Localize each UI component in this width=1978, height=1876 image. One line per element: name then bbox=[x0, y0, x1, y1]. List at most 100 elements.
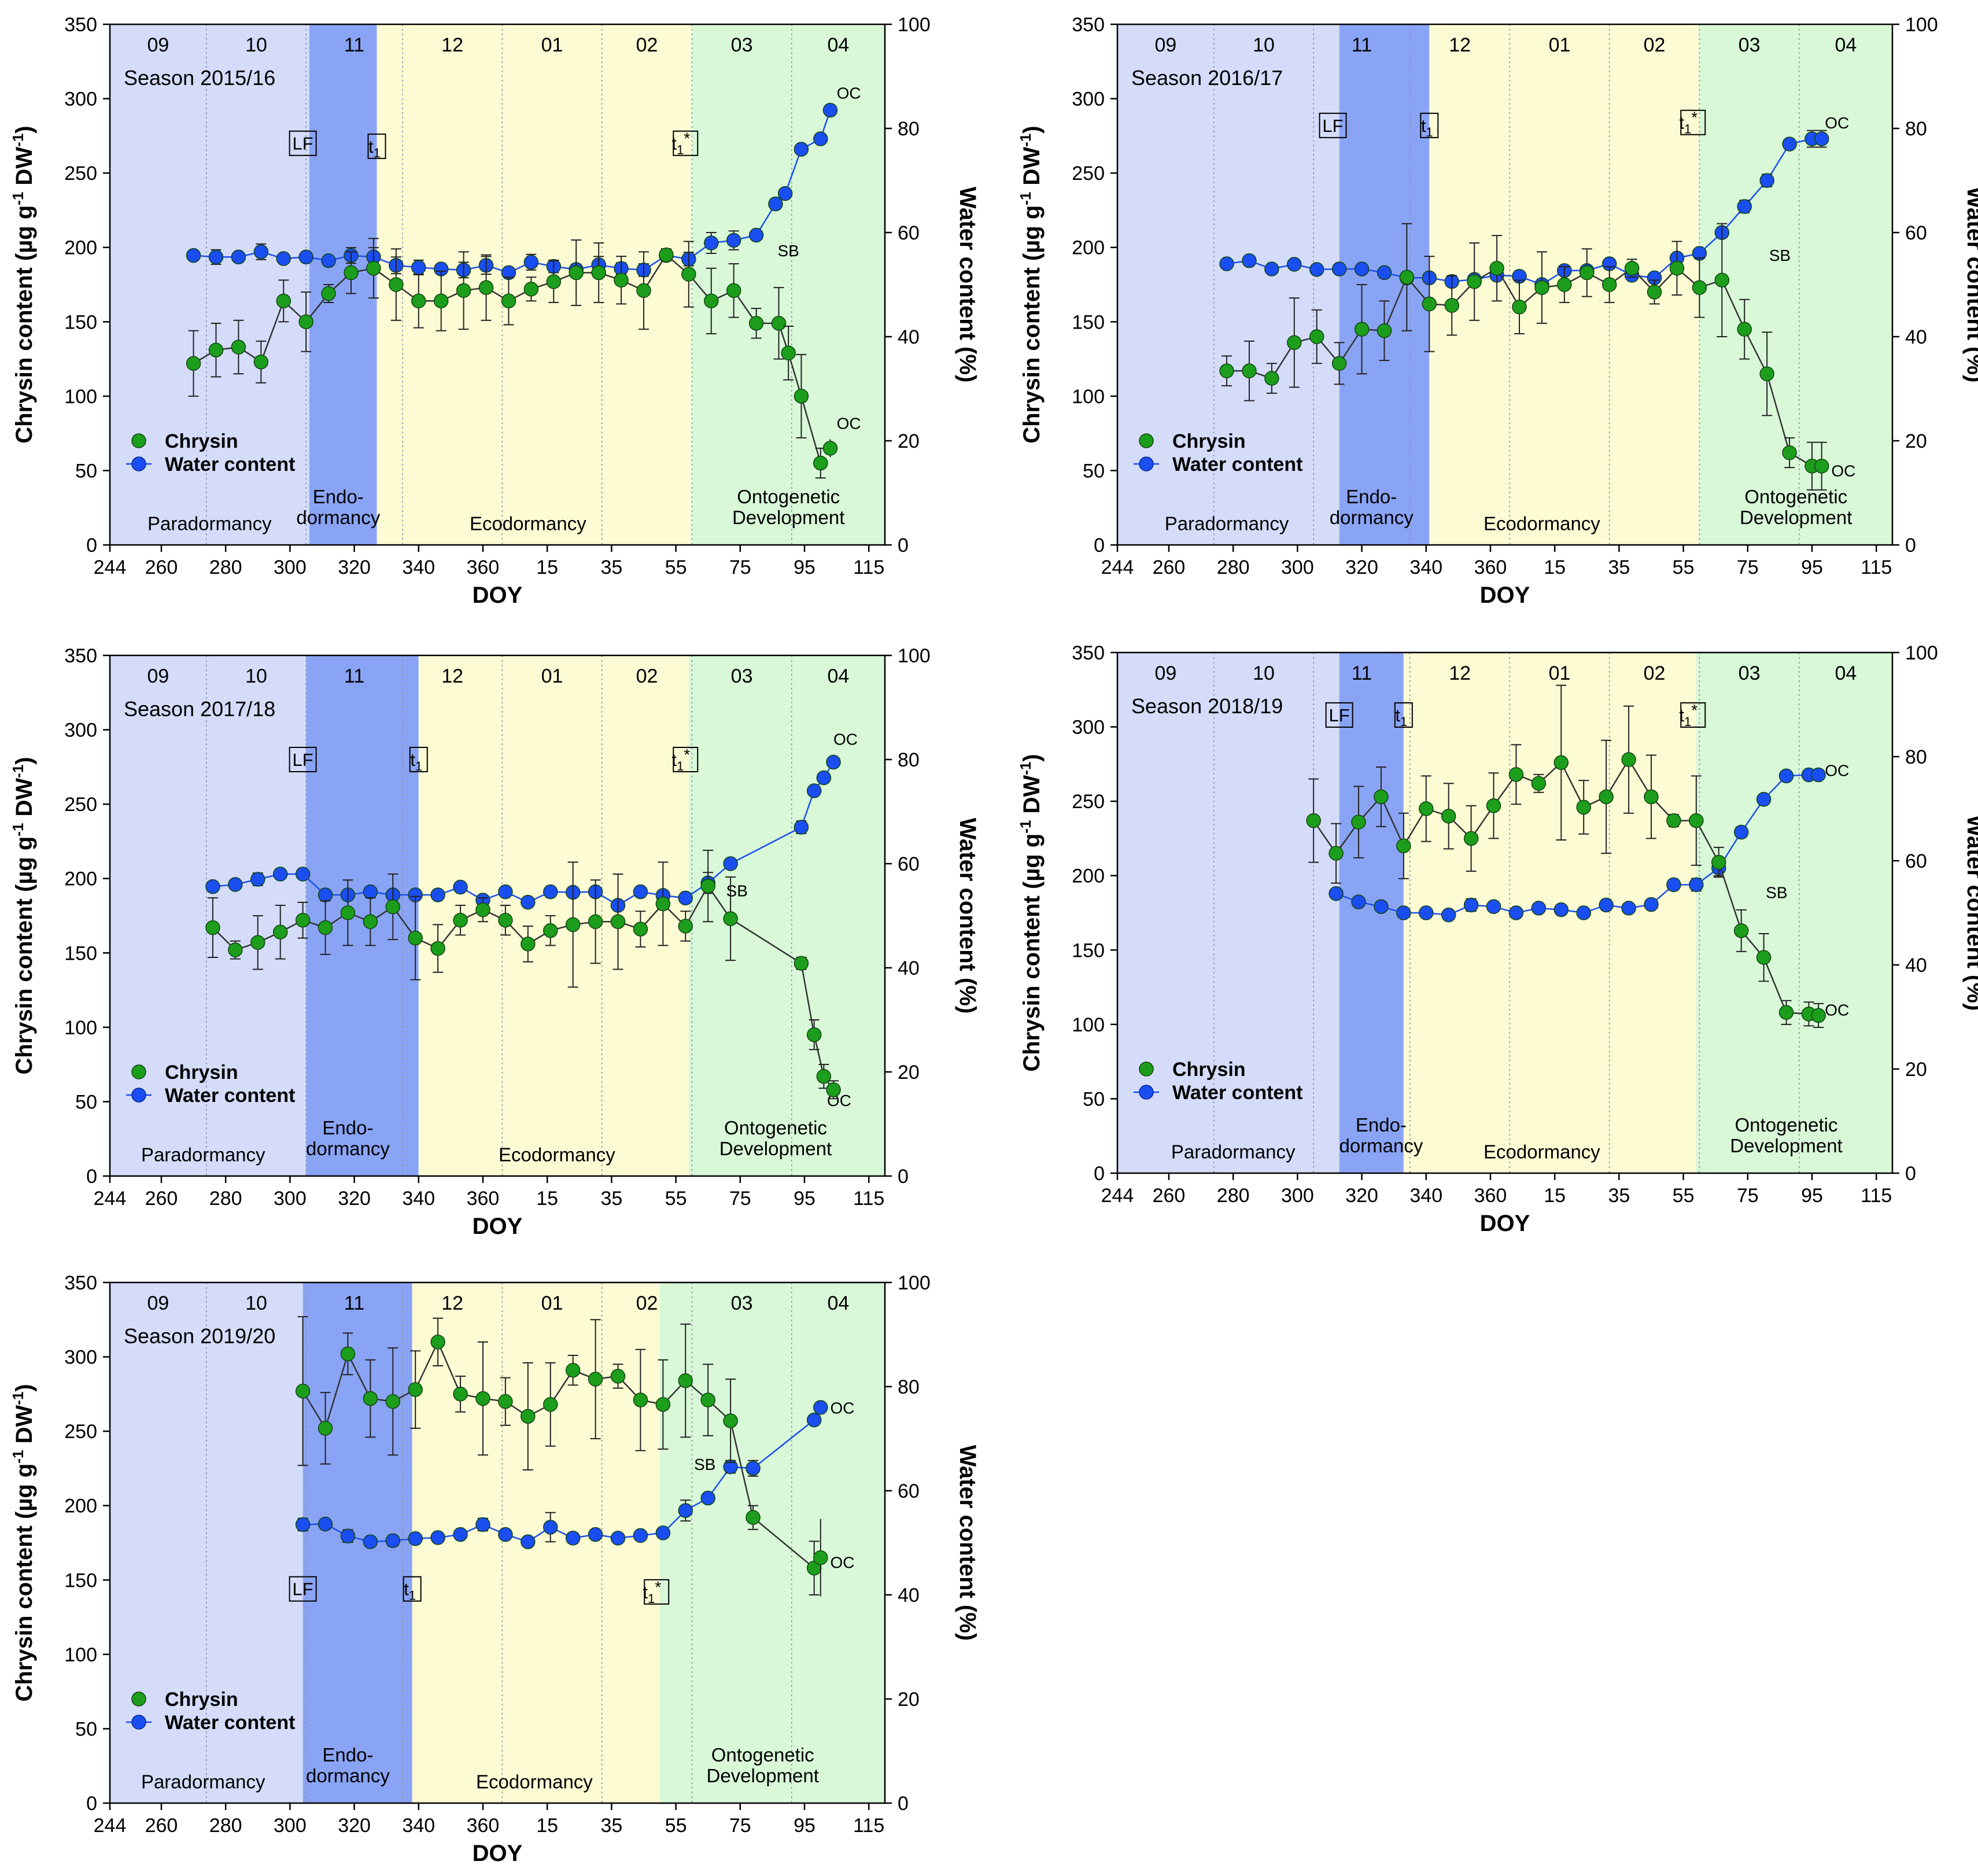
chrysin-point bbox=[1782, 445, 1797, 460]
month-label: 02 bbox=[1644, 34, 1666, 56]
y-tick-label-right: 60 bbox=[1905, 222, 1927, 244]
y-tick-label-left: 350 bbox=[64, 645, 97, 667]
y-axis-title-left-part: DW bbox=[12, 1405, 37, 1450]
water-content-point bbox=[411, 260, 426, 275]
water-content-point bbox=[295, 1517, 311, 1532]
x-tick-label: 15 bbox=[1544, 556, 1566, 578]
season-title: Season 2017/18 bbox=[124, 697, 275, 721]
water-content-point bbox=[272, 867, 288, 882]
water-content-point bbox=[1219, 256, 1234, 271]
water-content-point bbox=[385, 1533, 401, 1549]
water-content-point bbox=[363, 884, 378, 900]
phase-label-ontogenetic: Development bbox=[732, 507, 844, 528]
water-content-point bbox=[806, 1412, 822, 1428]
x-tick-label: 360 bbox=[467, 1188, 500, 1210]
y-axis-title-left-part: -1 bbox=[9, 765, 27, 778]
x-tick-label: 280 bbox=[209, 1188, 242, 1210]
legend-water-marker bbox=[131, 1715, 146, 1730]
water-content-point bbox=[768, 196, 783, 212]
lf-marker: LF bbox=[293, 134, 313, 154]
chrysin-point bbox=[1714, 272, 1730, 288]
x-tick-label: 280 bbox=[1217, 556, 1250, 578]
x-tick-label: 15 bbox=[1544, 1185, 1566, 1207]
chrysin-point bbox=[430, 941, 445, 956]
y-axis-title-left-part: -1 bbox=[1017, 134, 1034, 147]
month-label: 09 bbox=[147, 665, 169, 687]
y-axis-title-left: Chrysin content (µg g-1 DW-1) bbox=[1017, 754, 1045, 1071]
chrysin-point bbox=[1621, 752, 1636, 767]
lf-marker: LF bbox=[293, 1579, 313, 1599]
y-axis-title-left-part: DW bbox=[12, 147, 37, 192]
water-content-line bbox=[212, 761, 835, 906]
chrysin-point bbox=[205, 920, 220, 935]
t1-star-marker: t1* bbox=[671, 130, 690, 157]
chrysin-point bbox=[1444, 298, 1460, 313]
month-label: 01 bbox=[1549, 34, 1571, 56]
water-content-point bbox=[523, 255, 539, 270]
y-tick-label-right: 20 bbox=[898, 1062, 920, 1083]
month-label: 09 bbox=[147, 34, 169, 56]
month-label: 01 bbox=[541, 1292, 563, 1314]
water-content-point bbox=[794, 820, 809, 835]
y-tick-label-left: 200 bbox=[64, 1495, 97, 1517]
legend-water-label: Water content bbox=[165, 1712, 295, 1734]
y-tick-label-left: 350 bbox=[1072, 642, 1105, 664]
month-label: 11 bbox=[344, 1292, 364, 1314]
y-axis-title-right: Water content (%) bbox=[955, 187, 980, 383]
y-axis-title-left-part: -1 bbox=[9, 1392, 27, 1405]
water-content-point bbox=[543, 884, 558, 900]
water-content-point bbox=[822, 102, 838, 118]
t1-star-marker-box bbox=[673, 130, 699, 156]
y-tick-label-left: 250 bbox=[64, 794, 97, 816]
water-content-point bbox=[521, 894, 536, 910]
phase-label-ecodormancy: Ecodormancy bbox=[470, 513, 586, 534]
chrysin-point bbox=[633, 1392, 648, 1407]
phase-label-endodormancy: Endo- bbox=[1356, 1114, 1407, 1136]
y-axis-title-right: Water content (%) bbox=[1962, 187, 1978, 383]
water-content-point bbox=[1737, 199, 1752, 214]
phase-label-endodormancy: dormancy bbox=[296, 507, 380, 528]
water-content-point bbox=[678, 890, 693, 906]
phase-label-ontogenetic: Development bbox=[1730, 1135, 1842, 1156]
plot-frame bbox=[109, 23, 886, 546]
chrysin-point bbox=[543, 923, 558, 938]
legend-water-marker bbox=[1139, 1085, 1154, 1100]
x-tick-label: 244 bbox=[94, 1815, 127, 1837]
chrysin-point bbox=[1737, 322, 1752, 337]
water-content-point bbox=[295, 867, 311, 882]
water-content-point bbox=[655, 1525, 671, 1540]
month-label: 10 bbox=[1253, 34, 1275, 56]
month-label: 01 bbox=[1549, 662, 1571, 684]
x-tick-label: 280 bbox=[1217, 1185, 1250, 1207]
x-tick-label: 15 bbox=[536, 1815, 558, 1837]
chrysin-point bbox=[1309, 329, 1324, 344]
y-axis-title-right: Water content (%) bbox=[955, 1445, 980, 1641]
chrysin-point bbox=[253, 354, 269, 370]
y-axis-title-left-part: Chrysin content (µg g bbox=[12, 205, 37, 444]
t1-marker-box bbox=[367, 133, 386, 159]
sb-annotation: SB bbox=[694, 1455, 715, 1473]
phase-label-paradormancy: Paradormancy bbox=[1171, 1141, 1296, 1162]
chrysin-point bbox=[1441, 809, 1456, 824]
water-content-point bbox=[1756, 792, 1772, 807]
x-tick-label: 320 bbox=[1345, 1185, 1378, 1207]
chrysin-point bbox=[1759, 366, 1774, 382]
phase-band-para bbox=[1117, 24, 1339, 545]
legend-chrysin-marker bbox=[1139, 433, 1154, 448]
x-tick-label: 35 bbox=[600, 1188, 622, 1210]
t1-star-marker-box bbox=[1680, 109, 1706, 135]
water-content-line bbox=[1226, 138, 1822, 286]
lf-marker-box bbox=[289, 1576, 317, 1602]
y-tick-label-left: 0 bbox=[86, 1793, 97, 1815]
x-tick-label: 280 bbox=[209, 1815, 242, 1837]
chrysin-line bbox=[1227, 267, 1822, 467]
water-content-point bbox=[408, 1531, 423, 1546]
x-tick-label: 340 bbox=[402, 1188, 435, 1210]
x-tick-label: 320 bbox=[338, 1815, 371, 1837]
phase-label-ontogenetic: Ontogenetic bbox=[1744, 486, 1847, 507]
chrysin-line bbox=[212, 884, 835, 1090]
chrysin-point bbox=[321, 286, 336, 301]
y-axis-title-left-part: -1 bbox=[9, 823, 27, 836]
chrysin-point bbox=[228, 942, 243, 957]
